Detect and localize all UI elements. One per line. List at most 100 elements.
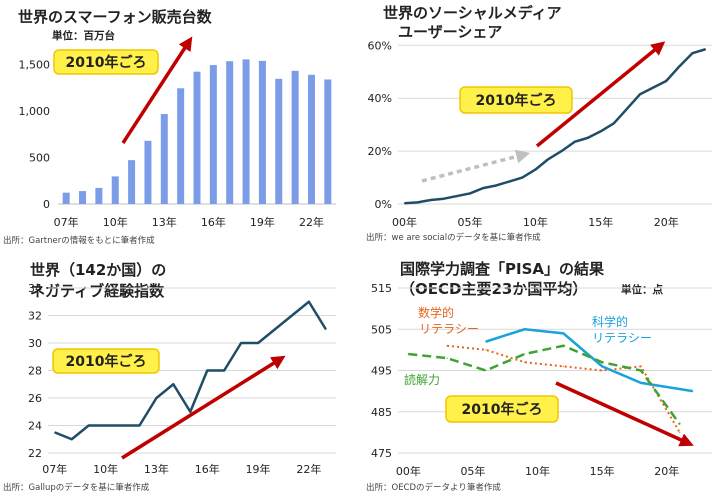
data-point-0-21 — [679, 431, 681, 433]
data-point-0-3 — [446, 345, 448, 347]
bar-17 — [226, 61, 234, 204]
data-point-2-0 — [407, 353, 409, 355]
x-tick-label: 15年 — [590, 464, 615, 478]
x-tick-label: 13年 — [144, 462, 169, 476]
y-tick-label: 28 — [28, 365, 42, 378]
data-point-16 — [206, 369, 208, 372]
data-point-18 — [240, 342, 242, 344]
y-tick-label: 515 — [371, 282, 392, 295]
chart-title: 世界のスマーフォン販売台数 — [18, 8, 213, 26]
reading-label: 読解力 — [404, 372, 440, 387]
era-badge — [459, 86, 573, 114]
data-point-21 — [678, 65, 680, 68]
data-point-0-12 — [562, 365, 564, 367]
x-tick-label: 07年 — [54, 215, 79, 229]
data-point-22 — [308, 301, 310, 303]
data-point-0 — [403, 202, 406, 204]
data-point-1 — [417, 201, 419, 204]
x-tick-label: 00年 — [396, 464, 421, 478]
data-point-19 — [652, 87, 654, 89]
data-point-4 — [456, 195, 458, 197]
data-point-9 — [88, 424, 90, 427]
data-point-15 — [189, 411, 191, 413]
data-point-18 — [639, 93, 641, 95]
data-point-1-18 — [640, 382, 642, 384]
x-tick-label: 15年 — [588, 215, 613, 229]
chart-title-line-2: ネガティブ経験指数 — [30, 282, 165, 300]
series-line-2 — [408, 344, 681, 425]
x-tick-label: 20年 — [654, 464, 679, 478]
y-tick-label: 1,500 — [19, 59, 51, 72]
chart-title-line-1: 国際学力調査「PISA」の結果 — [400, 260, 605, 278]
data-point-23 — [704, 48, 707, 50]
data-point-10 — [534, 169, 536, 171]
bar-07 — [62, 192, 70, 204]
era-badge-label: 2010年ごろ — [476, 92, 557, 109]
series-line — [404, 48, 706, 205]
chart-title-line-1: 世界（142か国）の — [30, 261, 166, 279]
x-tick-label: 22年 — [299, 215, 324, 229]
unit-label: 単位：点 — [621, 283, 663, 296]
trend-arrow — [535, 41, 666, 148]
y-tick-label: 26 — [28, 392, 42, 405]
chart-title-line-2: ユーザーシェア — [398, 23, 502, 41]
y-tick-label: 1,000 — [19, 105, 51, 118]
data-point-17 — [223, 369, 225, 372]
x-tick-label: 19年 — [246, 462, 271, 476]
x-tick-label: 10年 — [525, 464, 550, 478]
data-point-19 — [257, 342, 259, 344]
data-point-2-3 — [446, 357, 448, 359]
era-badge-label: 2010年ごろ — [462, 401, 543, 418]
data-point-1-6 — [485, 341, 487, 343]
trend-arrow — [555, 381, 694, 447]
x-tick-label: 10年 — [93, 462, 118, 476]
data-point-10 — [105, 424, 107, 427]
data-point-0-18 — [640, 365, 642, 367]
bar-08 — [79, 191, 87, 204]
data-point-14 — [172, 383, 174, 385]
smartphone-sales-chart: 世界のスマーフォン販売台数 単位：百万台 0 500 1,000 1,500 07年 1… — [3, 8, 336, 246]
pisa-chart: 国際学力調査「PISA」の結果 （OECD主要23か国平均） 単位：点 475 4… — [366, 260, 712, 493]
y-tick-label: 22 — [28, 447, 42, 460]
source-note: 出所：we are socialのデータを基に筆者作成 — [366, 232, 541, 243]
data-point-12 — [138, 424, 141, 427]
data-point-5 — [469, 192, 471, 195]
trend-arrow — [121, 355, 286, 460]
data-point-15 — [600, 130, 602, 132]
y-tick-label: 0 — [43, 198, 50, 211]
data-point-2-9 — [524, 353, 526, 355]
data-point-1-22 — [692, 390, 694, 392]
bar-13 — [160, 114, 168, 204]
bar-10 — [111, 176, 119, 204]
data-point-8 — [71, 438, 73, 440]
y-tick-label: 485 — [371, 406, 392, 419]
data-point-8 — [508, 180, 510, 183]
bar-15 — [193, 71, 201, 204]
y-tick-label: 500 — [29, 152, 50, 165]
y-tick-label: 475 — [371, 447, 392, 460]
negative-experience-chart: 世界（142か国）の ネガティブ経験指数 22 24 26 28 30 32 34 07年 1… — [3, 261, 336, 493]
data-point-11 — [121, 424, 124, 427]
social-media-chart: 世界のソーシャルメディア ユーザーシェア 0% 20% 40% 60% 00年 05年 1… — [366, 4, 712, 243]
y-tick-label: 60% — [368, 39, 392, 52]
era-badge — [52, 348, 160, 374]
data-point-2-21 — [679, 423, 681, 425]
era-badge-label: 2010年ごろ — [66, 353, 147, 370]
y-tick-label: 32 — [28, 310, 42, 323]
x-tick-label: 16年 — [195, 462, 220, 476]
data-point-0-9 — [524, 361, 526, 363]
data-point-2-6 — [485, 369, 487, 372]
data-point-14 — [587, 137, 589, 139]
data-point-22 — [691, 52, 693, 54]
y-tick-label: 40% — [368, 92, 392, 105]
data-point-2-15 — [601, 361, 603, 363]
data-point-16 — [613, 122, 615, 124]
y-tick-label: 24 — [28, 420, 42, 433]
bar-12 — [144, 140, 152, 204]
data-point-17 — [626, 108, 628, 110]
trend-arrow — [121, 36, 193, 144]
math-label-line-1: 数学的 — [418, 305, 454, 320]
data-point-23 — [325, 328, 327, 330]
trend-arrow-dashed — [421, 149, 531, 183]
